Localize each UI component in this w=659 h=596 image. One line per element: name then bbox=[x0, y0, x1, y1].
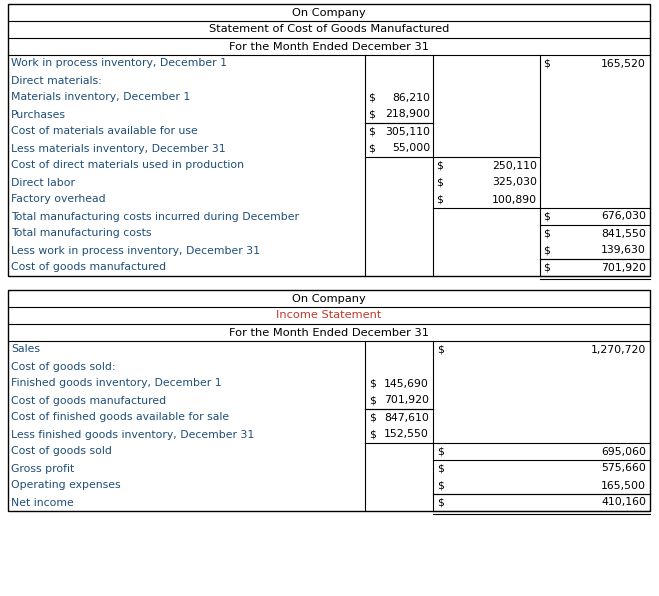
Text: Direct materials:: Direct materials: bbox=[11, 76, 101, 85]
Text: Cost of goods manufactured: Cost of goods manufactured bbox=[11, 262, 166, 272]
Text: 695,060: 695,060 bbox=[601, 446, 646, 457]
Text: 139,630: 139,630 bbox=[601, 246, 646, 256]
Text: $: $ bbox=[436, 178, 443, 188]
Text: $: $ bbox=[543, 212, 550, 222]
Text: 841,550: 841,550 bbox=[601, 228, 646, 238]
Text: $: $ bbox=[368, 110, 375, 120]
Text: 847,610: 847,610 bbox=[384, 412, 429, 423]
Text: Cost of goods manufactured: Cost of goods manufactured bbox=[11, 396, 166, 405]
Text: For the Month Ended December 31: For the Month Ended December 31 bbox=[229, 327, 429, 337]
Text: Cost of direct materials used in production: Cost of direct materials used in product… bbox=[11, 160, 244, 170]
Text: 152,550: 152,550 bbox=[384, 430, 429, 439]
Text: Direct labor: Direct labor bbox=[11, 178, 75, 188]
Text: $: $ bbox=[543, 262, 550, 272]
Text: Factory overhead: Factory overhead bbox=[11, 194, 105, 204]
Text: $: $ bbox=[437, 446, 444, 457]
Text: 55,000: 55,000 bbox=[391, 144, 430, 154]
Text: 250,110: 250,110 bbox=[492, 160, 537, 170]
Text: Work in process inventory, December 1: Work in process inventory, December 1 bbox=[11, 58, 227, 69]
Bar bbox=[8, 290, 650, 511]
Text: Cost of goods sold:: Cost of goods sold: bbox=[11, 362, 115, 371]
Text: For the Month Ended December 31: For the Month Ended December 31 bbox=[229, 42, 429, 51]
Text: $: $ bbox=[437, 464, 444, 473]
Text: $: $ bbox=[369, 378, 376, 389]
Text: Less work in process inventory, December 31: Less work in process inventory, December… bbox=[11, 246, 260, 256]
Text: Finished goods inventory, December 1: Finished goods inventory, December 1 bbox=[11, 378, 221, 389]
Text: Statement of Cost of Goods Manufactured: Statement of Cost of Goods Manufactured bbox=[209, 24, 449, 35]
Text: Gross profit: Gross profit bbox=[11, 464, 74, 473]
Text: $: $ bbox=[543, 58, 550, 69]
Text: Purchases: Purchases bbox=[11, 110, 66, 120]
Text: 86,210: 86,210 bbox=[392, 92, 430, 103]
Text: $: $ bbox=[437, 480, 444, 491]
Text: Sales: Sales bbox=[11, 344, 40, 355]
Text: Cost of materials available for use: Cost of materials available for use bbox=[11, 126, 198, 136]
Text: 218,900: 218,900 bbox=[385, 110, 430, 120]
Text: 701,920: 701,920 bbox=[601, 262, 646, 272]
Text: $: $ bbox=[369, 430, 376, 439]
Text: $: $ bbox=[437, 344, 444, 355]
Text: Less finished goods inventory, December 31: Less finished goods inventory, December … bbox=[11, 430, 254, 439]
Text: Total manufacturing costs incurred during December: Total manufacturing costs incurred durin… bbox=[11, 212, 299, 222]
Text: Total manufacturing costs: Total manufacturing costs bbox=[11, 228, 152, 238]
Text: 1,270,720: 1,270,720 bbox=[590, 344, 646, 355]
Text: Cost of goods sold: Cost of goods sold bbox=[11, 446, 112, 457]
Text: Less materials inventory, December 31: Less materials inventory, December 31 bbox=[11, 144, 225, 154]
Text: Net income: Net income bbox=[11, 498, 74, 508]
Text: On Company: On Company bbox=[292, 293, 366, 303]
Text: $: $ bbox=[368, 92, 375, 103]
Text: 410,160: 410,160 bbox=[601, 498, 646, 508]
Text: Materials inventory, December 1: Materials inventory, December 1 bbox=[11, 92, 190, 103]
Text: Cost of finished goods available for sale: Cost of finished goods available for sal… bbox=[11, 412, 229, 423]
Text: On Company: On Company bbox=[292, 8, 366, 17]
Text: $: $ bbox=[543, 246, 550, 256]
Bar bbox=[8, 4, 650, 276]
Text: $: $ bbox=[436, 194, 443, 204]
Text: $: $ bbox=[369, 412, 376, 423]
Text: 145,690: 145,690 bbox=[384, 378, 429, 389]
Text: 100,890: 100,890 bbox=[492, 194, 537, 204]
Text: $: $ bbox=[369, 396, 376, 405]
Text: $: $ bbox=[437, 498, 444, 508]
Text: $: $ bbox=[368, 126, 375, 136]
Text: 575,660: 575,660 bbox=[601, 464, 646, 473]
Text: Income Statement: Income Statement bbox=[276, 311, 382, 321]
Text: 305,110: 305,110 bbox=[385, 126, 430, 136]
Text: 701,920: 701,920 bbox=[384, 396, 429, 405]
Text: 165,520: 165,520 bbox=[601, 58, 646, 69]
Text: 676,030: 676,030 bbox=[601, 212, 646, 222]
Text: Operating expenses: Operating expenses bbox=[11, 480, 121, 491]
Text: $: $ bbox=[436, 160, 443, 170]
Text: 325,030: 325,030 bbox=[492, 178, 537, 188]
Text: 165,500: 165,500 bbox=[601, 480, 646, 491]
Text: $: $ bbox=[543, 228, 550, 238]
Text: $: $ bbox=[368, 144, 375, 154]
